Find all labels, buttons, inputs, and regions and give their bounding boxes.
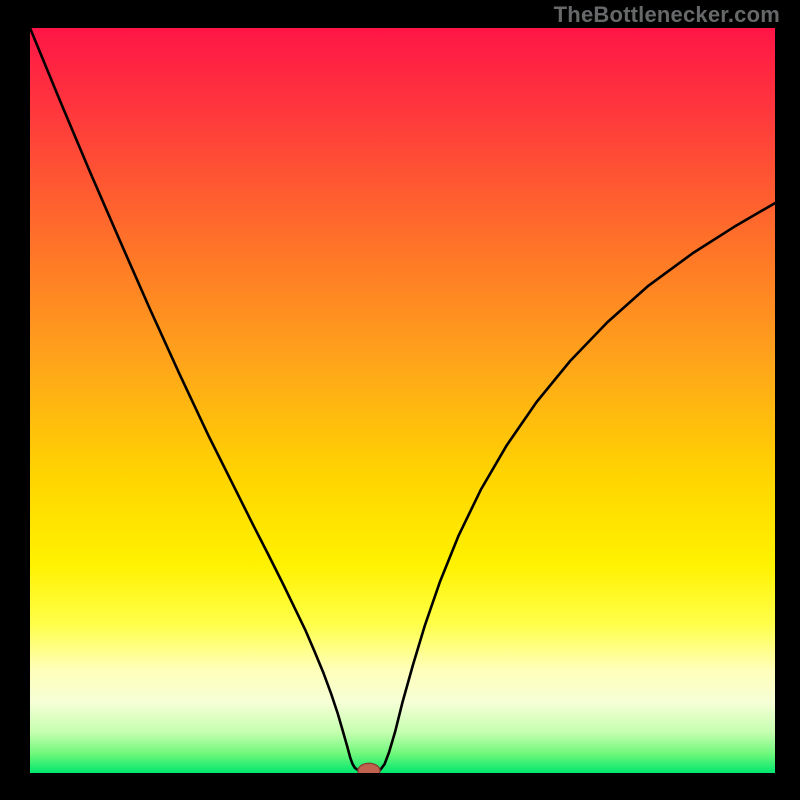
watermark-text: TheBottlenecker.com	[554, 2, 780, 28]
plot-area	[30, 28, 775, 773]
optimum-marker	[358, 763, 380, 773]
chart-frame: TheBottlenecker.com	[0, 0, 800, 800]
gradient-background	[30, 28, 775, 773]
chart-svg	[30, 28, 775, 773]
